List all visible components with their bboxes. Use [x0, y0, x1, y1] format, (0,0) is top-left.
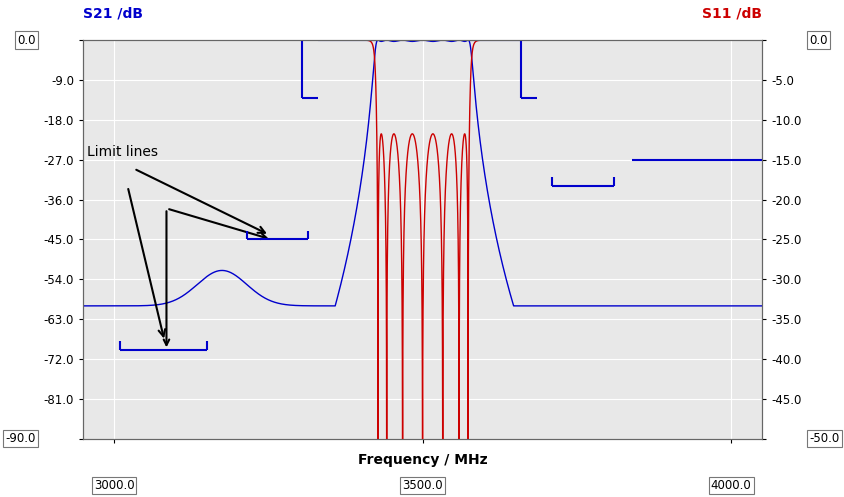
Text: -50.0: -50.0 [809, 432, 839, 445]
Text: 3000.0: 3000.0 [94, 479, 134, 492]
Text: 3500.0: 3500.0 [402, 479, 442, 492]
Text: -90.0: -90.0 [5, 432, 35, 445]
Text: 4000.0: 4000.0 [710, 479, 750, 492]
X-axis label: Frequency / MHz: Frequency / MHz [357, 453, 487, 467]
Text: Limit lines: Limit lines [86, 145, 157, 159]
Text: S11 /dB: S11 /dB [701, 6, 761, 20]
Text: S21 /dB: S21 /dB [83, 6, 143, 20]
Text: 0.0: 0.0 [17, 34, 35, 47]
Text: 0.0: 0.0 [809, 34, 827, 47]
